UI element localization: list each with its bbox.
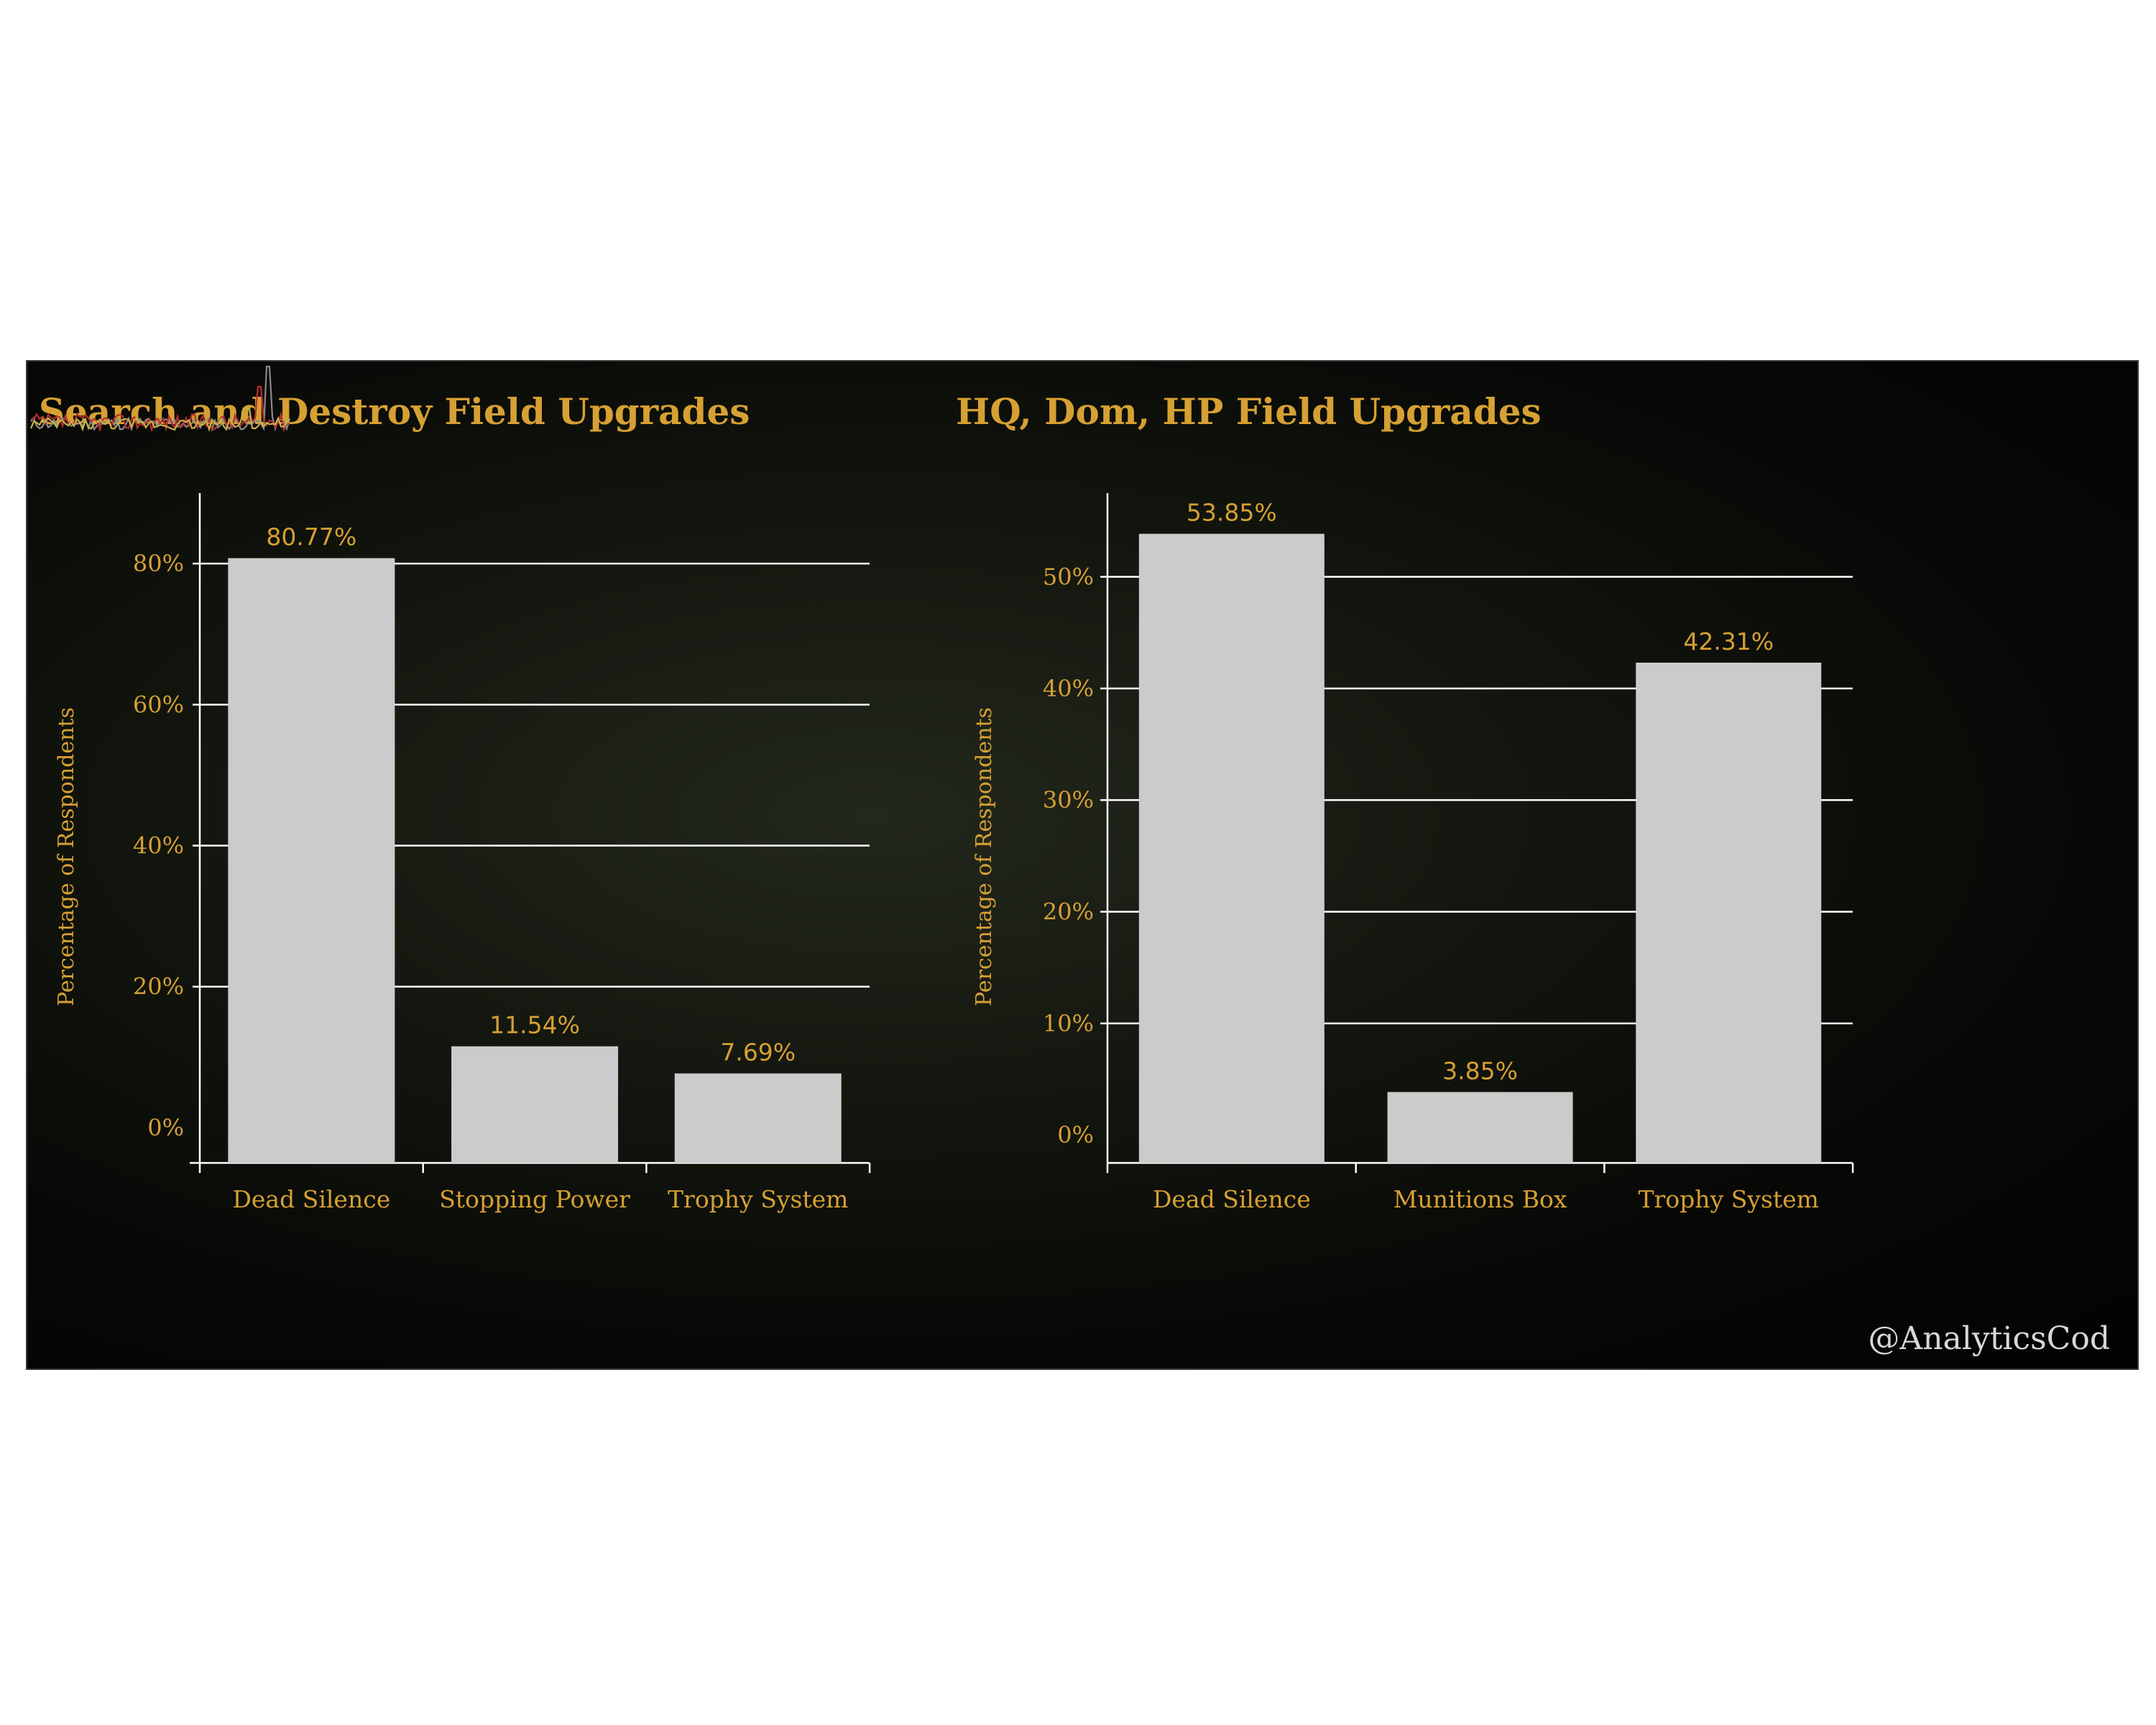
- y-tick-label: 60%: [133, 691, 184, 718]
- y-tick-label: 0%: [147, 1114, 184, 1141]
- data-label: 42.31%: [1683, 627, 1774, 656]
- y-tick-label: 40%: [1043, 675, 1094, 702]
- y-tick-label: 0%: [1057, 1121, 1094, 1149]
- bar: [1138, 533, 1325, 1163]
- y-tick-label: 30%: [1043, 786, 1094, 814]
- x-tick-label: Dead Silence: [232, 1185, 390, 1213]
- data-label: 11.54%: [489, 1011, 580, 1039]
- y-tick-label: 20%: [133, 973, 184, 1000]
- bar: [1636, 662, 1822, 1163]
- bar: [451, 1046, 619, 1163]
- data-label: 7.69%: [720, 1039, 796, 1067]
- y-tick-label: 40%: [133, 832, 184, 860]
- data-label: 3.85%: [1442, 1057, 1518, 1085]
- charts-canvas: 0% 20% 40% 60% 80% 80.77% Dead Silence 11.54% St…: [54, 493, 1854, 1213]
- y-tick-label: 10%: [1043, 1010, 1094, 1037]
- y-axis-label: Percentage of Respondents: [54, 707, 79, 1006]
- watermark-handle: @AnalyticsCod: [1868, 1320, 2110, 1357]
- x-tick-label: Trophy System: [668, 1185, 848, 1213]
- y-axis-label: Percentage of Respondents: [972, 707, 997, 1006]
- x-tick-label: Munitions Box: [1393, 1185, 1567, 1213]
- y-tick-label: 20%: [1043, 898, 1094, 926]
- y-tick-label: 80%: [133, 550, 184, 577]
- waveform-line: [30, 385, 290, 433]
- bar: [674, 1073, 842, 1163]
- bar: [228, 558, 395, 1163]
- data-label: 53.85%: [1187, 499, 1277, 527]
- bar: [1387, 1092, 1573, 1163]
- y-tick-label: 50%: [1043, 564, 1094, 591]
- dashboard-panel: Search and Destroy Field Upgrades HQ, Do…: [26, 360, 2139, 1370]
- x-tick-label: Dead Silence: [1153, 1185, 1311, 1213]
- waveform-logo-icon: [29, 365, 291, 433]
- x-tick-label: Trophy System: [1639, 1185, 1819, 1213]
- x-tick-label: Stopping Power: [439, 1185, 630, 1213]
- chart-title-hq-dom-hp: HQ, Dom, HP Field Upgrades: [956, 390, 1542, 433]
- data-label: 80.77%: [266, 523, 356, 551]
- waveform-line: [29, 407, 290, 433]
